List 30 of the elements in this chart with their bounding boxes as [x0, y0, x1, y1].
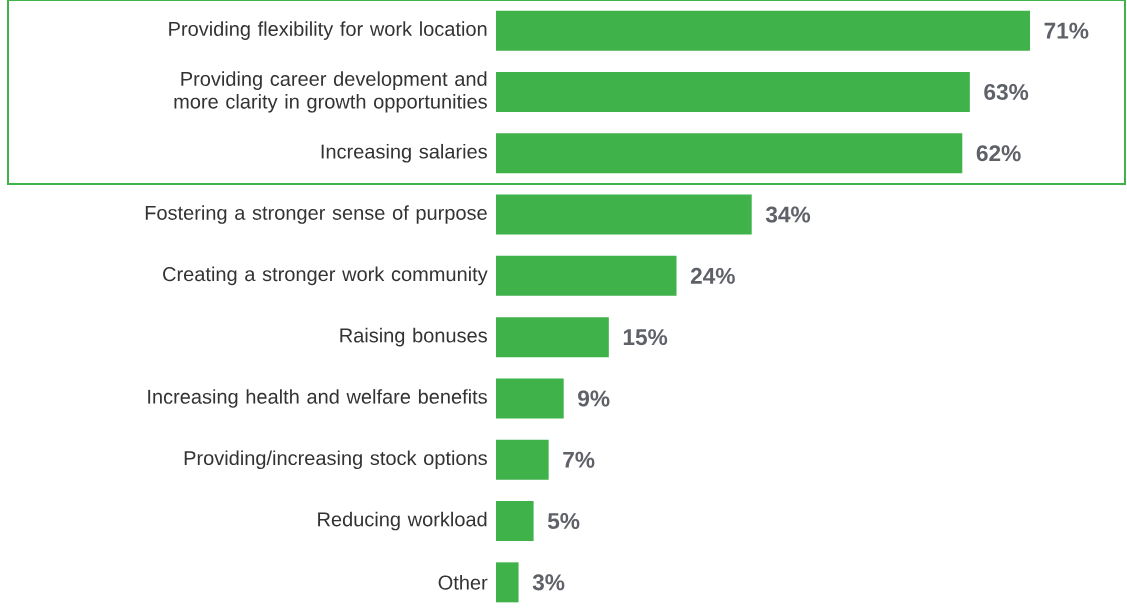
y-tick-label: Fostering a stronger sense of purpose — [145, 205, 487, 224]
data-label: 3% — [532, 574, 565, 591]
bar — [496, 10, 1030, 51]
y-tick-label: Raising bonuses — [340, 327, 487, 347]
bar — [496, 255, 677, 296]
data-label: 5% — [547, 513, 580, 530]
bar — [496, 194, 752, 235]
y-tick-label: Reducing workload — [318, 511, 487, 531]
data-label: 7% — [563, 451, 595, 468]
bar — [496, 501, 534, 542]
data-label: 9% — [578, 390, 610, 407]
data-label: 15% — [623, 329, 668, 346]
y-tick-label: Increasing salaries — [321, 143, 487, 163]
y-tick-label: Increasing health and welfare benefits — [148, 389, 487, 408]
data-label: 24% — [690, 267, 735, 284]
data-label: 63% — [984, 83, 1029, 100]
bar — [496, 71, 970, 112]
data-label: 62% — [976, 145, 1021, 162]
bar — [496, 317, 609, 358]
data-label: 71% — [1044, 22, 1089, 39]
y-tick-label: Providing/increasing stock options — [184, 450, 487, 470]
bar — [496, 439, 549, 480]
bar — [496, 133, 963, 174]
y-tick-label: Other — [438, 575, 488, 590]
y-tick-label: Providing flexibility for work location — [169, 21, 487, 40]
bar — [496, 378, 564, 419]
y-tick-label: Creating a stronger work community — [163, 266, 488, 286]
data-label: 34% — [765, 206, 811, 223]
y-tick-label: Providing career development and more clarity in growth opportunities — [174, 71, 487, 113]
bar — [496, 562, 519, 603]
